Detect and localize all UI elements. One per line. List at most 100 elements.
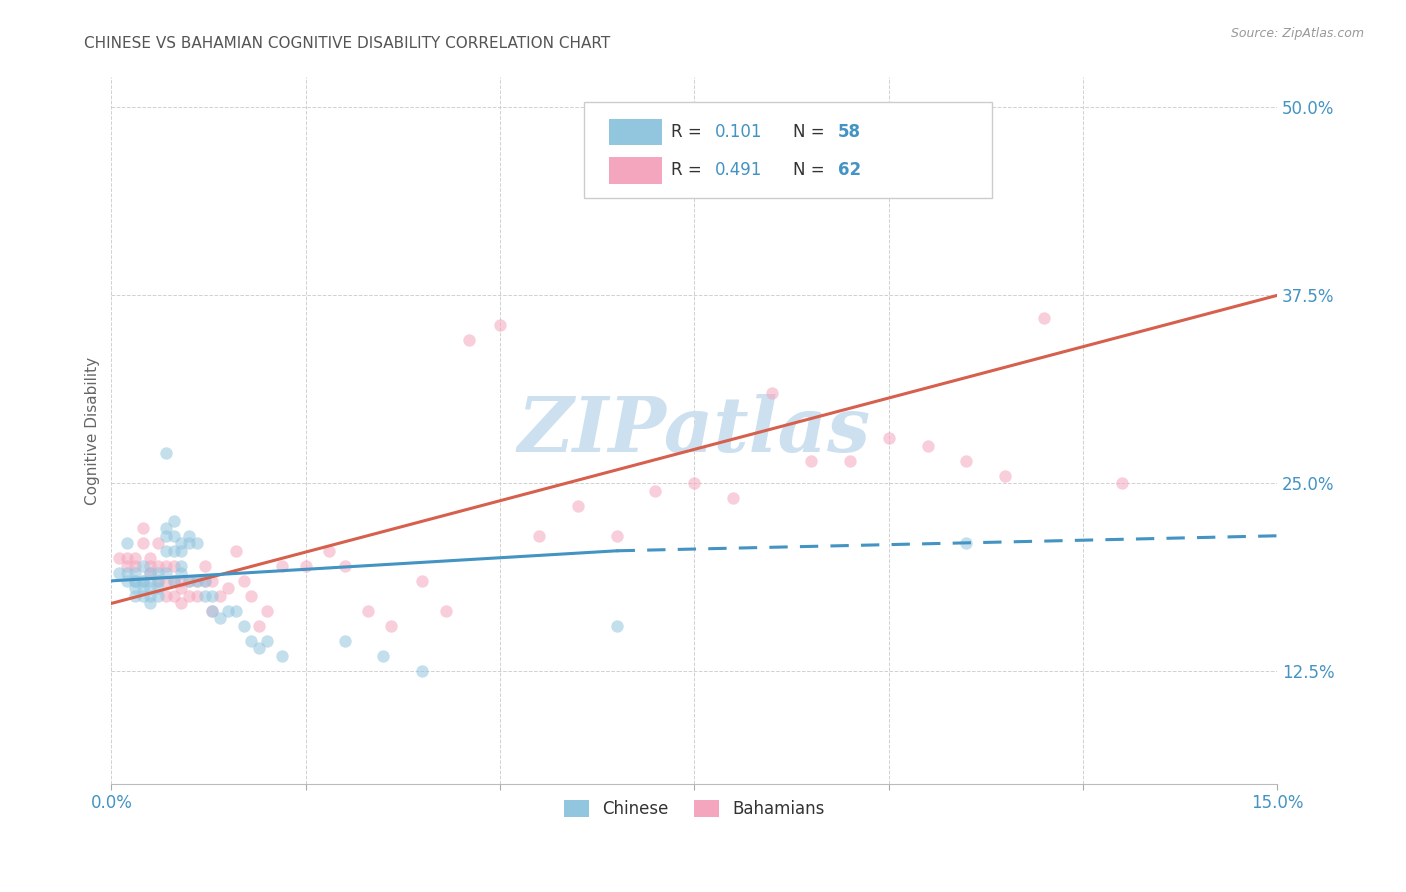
Point (411, 664, 433, 678)
Point (271, 648, 294, 663)
Point (124, 551, 146, 566)
Point (194, 574, 217, 588)
Point (115, 558, 138, 573)
Point (877, 431, 900, 445)
Text: 0.101: 0.101 (716, 123, 763, 141)
Point (115, 574, 138, 588)
Point (186, 574, 208, 588)
Point (256, 634, 278, 648)
Point (271, 558, 294, 573)
Point (139, 596, 162, 610)
Point (170, 566, 193, 581)
FancyBboxPatch shape (609, 119, 662, 145)
Point (606, 529, 628, 543)
Point (194, 574, 217, 588)
Point (170, 558, 193, 573)
Point (108, 551, 131, 566)
Point (489, 318, 512, 333)
Point (139, 582, 162, 596)
Point (155, 521, 177, 535)
Point (411, 574, 433, 588)
Point (115, 566, 138, 581)
Point (146, 574, 169, 588)
Point (955, 453, 977, 467)
Point (201, 604, 224, 618)
Text: 58: 58 (838, 123, 860, 141)
Point (162, 589, 184, 603)
Point (240, 589, 263, 603)
Point (131, 582, 153, 596)
Point (170, 543, 193, 558)
Point (131, 521, 153, 535)
Point (131, 536, 153, 550)
FancyBboxPatch shape (609, 157, 662, 184)
Point (294, 558, 316, 573)
Point (318, 543, 340, 558)
Text: ZIPatlas: ZIPatlas (517, 393, 870, 467)
Point (162, 529, 184, 543)
Point (131, 558, 153, 573)
Point (1111, 476, 1133, 491)
Point (256, 604, 278, 618)
Point (186, 574, 208, 588)
Point (209, 589, 232, 603)
Point (761, 386, 783, 401)
Point (373, 648, 395, 663)
Text: Source: ZipAtlas.com: Source: ZipAtlas.com (1230, 27, 1364, 40)
Point (155, 543, 177, 558)
FancyBboxPatch shape (583, 103, 991, 197)
Point (124, 582, 146, 596)
Point (247, 619, 270, 633)
Text: CHINESE VS BAHAMIAN COGNITIVE DISABILITY CORRELATION CHART: CHINESE VS BAHAMIAN COGNITIVE DISABILITY… (84, 36, 610, 51)
Point (1033, 310, 1056, 325)
Point (162, 574, 184, 588)
Point (800, 453, 823, 467)
Point (209, 611, 232, 625)
Point (131, 574, 153, 588)
Text: R =: R = (671, 161, 707, 179)
Text: R =: R = (671, 123, 707, 141)
Point (994, 468, 1017, 483)
Point (170, 596, 193, 610)
Point (146, 589, 169, 603)
Point (162, 558, 184, 573)
Point (357, 604, 380, 618)
Point (458, 334, 481, 348)
Point (146, 582, 169, 596)
Point (225, 543, 247, 558)
Point (179, 589, 201, 603)
Point (333, 634, 356, 648)
Point (232, 574, 254, 588)
Point (194, 589, 217, 603)
Point (225, 604, 247, 618)
Point (170, 536, 193, 550)
Point (434, 604, 457, 618)
Point (201, 574, 224, 588)
Point (155, 574, 177, 588)
Point (162, 543, 184, 558)
Point (644, 483, 666, 498)
Point (527, 529, 550, 543)
Point (139, 558, 162, 573)
Point (217, 582, 239, 596)
Legend: Chinese, Bahamians: Chinese, Bahamians (557, 793, 831, 825)
Point (721, 491, 744, 506)
Text: N =: N = (793, 123, 831, 141)
Point (162, 514, 184, 528)
Point (139, 574, 162, 588)
Point (838, 453, 860, 467)
Point (201, 604, 224, 618)
Point (179, 574, 201, 588)
Point (155, 589, 177, 603)
Point (155, 566, 177, 581)
Point (131, 574, 153, 588)
Point (917, 439, 939, 453)
Point (186, 536, 208, 550)
Point (115, 551, 138, 566)
Point (131, 589, 153, 603)
Point (606, 619, 628, 633)
Point (139, 551, 162, 566)
Point (155, 529, 177, 543)
Point (124, 558, 146, 573)
Point (232, 619, 254, 633)
